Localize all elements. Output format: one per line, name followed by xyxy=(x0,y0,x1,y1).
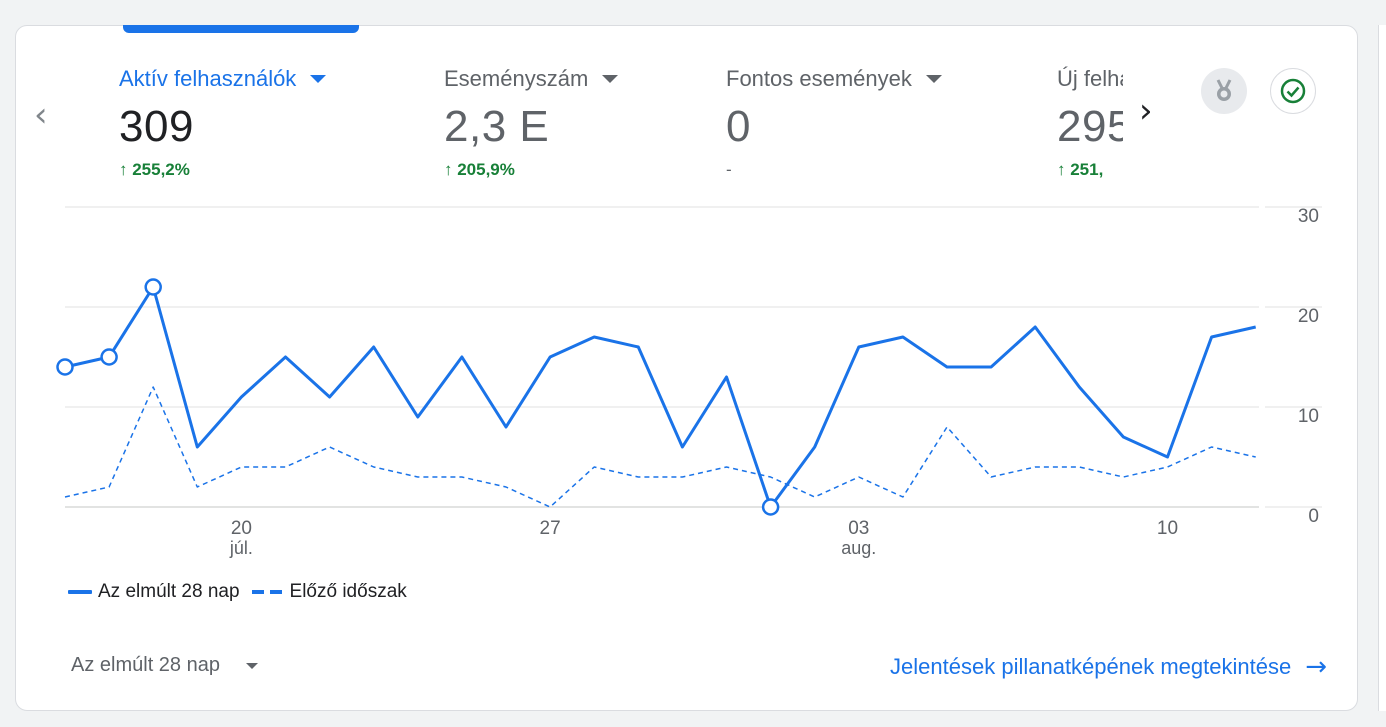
metric-change: - xyxy=(726,160,732,179)
date-range-label: Az elmúlt 28 nap xyxy=(71,654,220,676)
legend-solid-line-icon xyxy=(68,590,92,594)
caret-down-icon xyxy=(245,662,258,669)
metric-change: ↑ 205,9% xyxy=(444,160,515,179)
active-tab-indicator xyxy=(123,25,359,33)
data-point-marker xyxy=(56,358,74,376)
x-tick-label: 20 xyxy=(231,518,252,539)
metric-change: ↑ 255,2% xyxy=(119,160,190,179)
caret-down-icon xyxy=(602,75,619,83)
x-tick-sublabel: aug. xyxy=(841,538,876,558)
legend-label: Előző időszak xyxy=(289,581,407,602)
metric-label: Eseményszám xyxy=(444,66,589,91)
metric-event-count[interactable]: Eseményszám 2,3 E ↑ 205,9% xyxy=(444,66,619,180)
view-reports-snapshot-link[interactable]: Jelentések pillanatképének megtekintése … xyxy=(890,652,1327,682)
metric-value: 2,3 E xyxy=(444,102,550,151)
date-range-dropdown[interactable]: Az elmúlt 28 nap xyxy=(71,654,258,677)
summary-card: ‹ Aktív felhasználók 309 ↑ 255,2% Esemén… xyxy=(15,25,1358,711)
x-tick-label: 10 xyxy=(1157,518,1178,539)
metric-label: Új felhasználók xyxy=(1057,66,1123,91)
metric-change: ↑ 251, xyxy=(1057,160,1104,179)
status-check-button[interactable] xyxy=(1270,68,1316,114)
y-tick-label: 20 xyxy=(1298,306,1319,327)
x-tick-label: 03 xyxy=(848,518,869,539)
series-line-current xyxy=(64,285,1257,509)
medal-icon xyxy=(1216,79,1232,101)
y-tick-label: 0 xyxy=(1308,506,1319,527)
series-line-previous xyxy=(64,386,1256,508)
metric-new-users[interactable]: Új felhasználók 295 ↑ 251, xyxy=(1057,66,1123,180)
y-tick-label: 10 xyxy=(1298,406,1319,427)
data-point-marker xyxy=(100,348,118,366)
legend-label: Az elmúlt 28 nap xyxy=(98,581,240,602)
metric-label: Fontos események xyxy=(726,66,912,91)
x-tick-sublabel: júl. xyxy=(229,538,253,558)
legend-item-previous: Előző időszak xyxy=(251,581,407,603)
data-point-marker xyxy=(144,278,162,296)
adjacent-card-edge xyxy=(1378,25,1386,711)
metric-value: 295 xyxy=(1057,102,1123,151)
metric-active-users[interactable]: Aktív felhasználók 309 ↑ 255,2% xyxy=(119,66,327,180)
legend-item-current: Az elmúlt 28 nap xyxy=(68,581,240,603)
report-link-label: Jelentések pillanatképének megtekintése xyxy=(890,654,1292,679)
metric-value: 0 xyxy=(726,102,751,151)
prev-metrics-button[interactable]: ‹ xyxy=(34,95,48,135)
arrow-right-icon: → xyxy=(1305,652,1327,682)
check-circle-icon xyxy=(1280,78,1306,104)
chart-legend: Az elmúlt 28 nap Előző időszak xyxy=(68,581,419,603)
metric-value: 309 xyxy=(119,102,194,151)
caret-down-icon xyxy=(925,75,942,83)
next-metrics-button[interactable]: › xyxy=(1139,91,1153,131)
insights-badge-button[interactable] xyxy=(1201,68,1247,114)
metrics-row: Aktív felhasználók 309 ↑ 255,2% Eseménys… xyxy=(116,66,1123,196)
y-tick-label: 30 xyxy=(1298,206,1319,227)
metric-key-events[interactable]: Fontos események 0 - xyxy=(726,66,942,180)
x-tick-label: 27 xyxy=(540,518,561,539)
data-point-marker xyxy=(761,498,780,516)
legend-dashed-line-icon xyxy=(251,590,282,594)
caret-down-icon xyxy=(310,75,327,83)
metric-label: Aktív felhasználók xyxy=(119,66,297,91)
